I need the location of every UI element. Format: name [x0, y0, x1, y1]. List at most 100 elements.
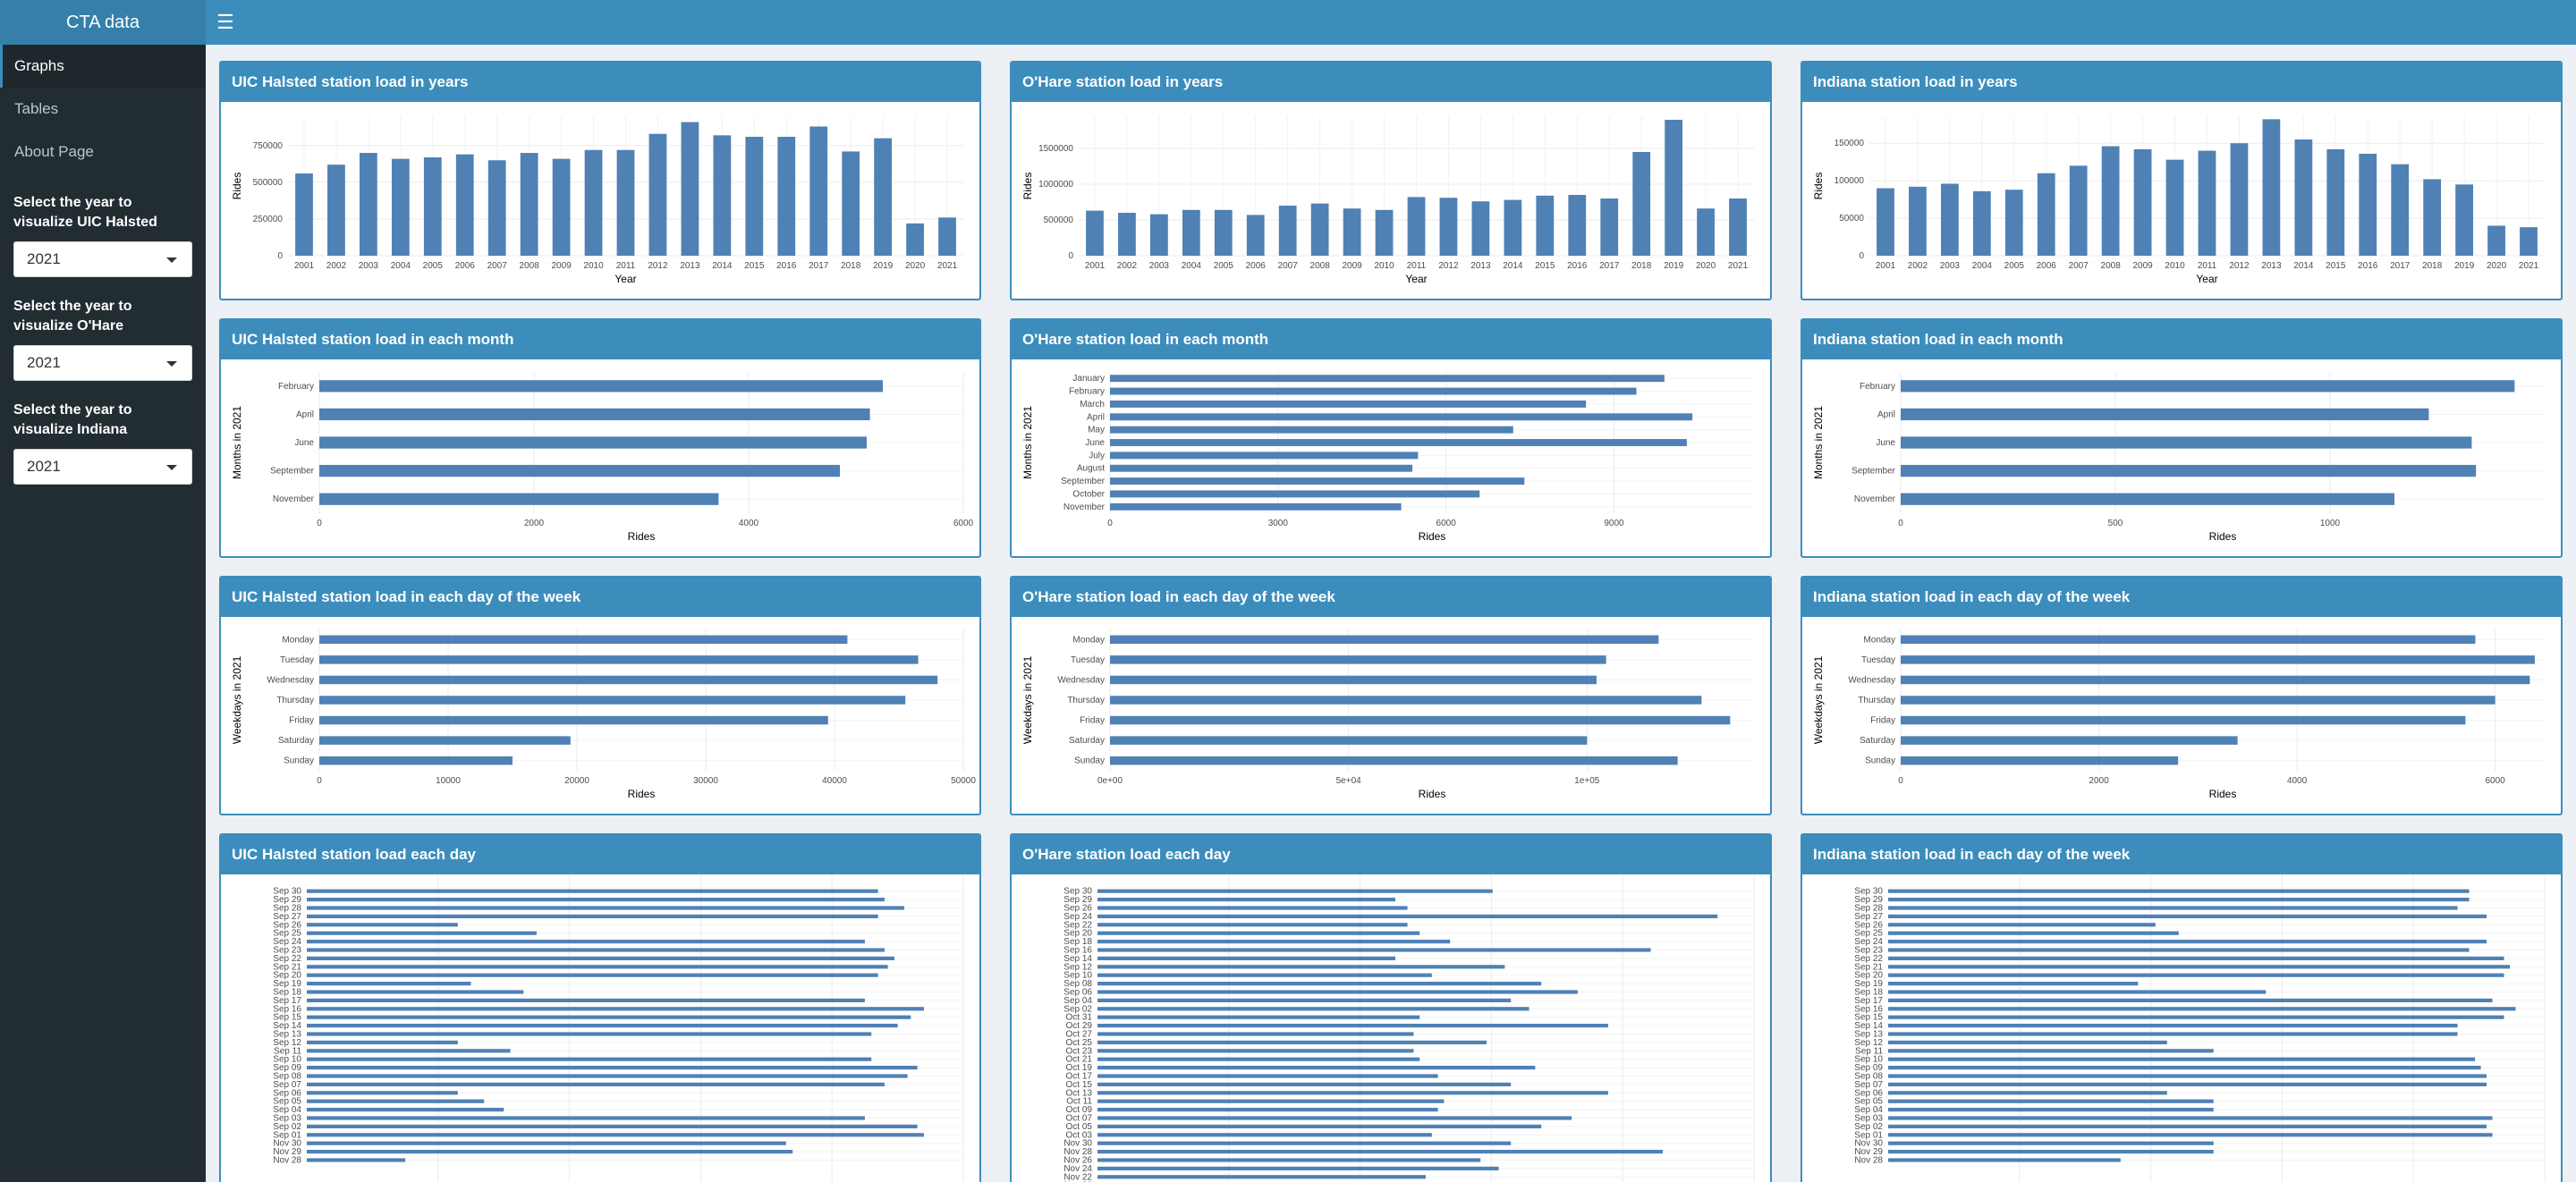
bar	[1097, 990, 1578, 994]
y-tick-label: Oct 05	[1066, 1122, 1093, 1132]
hamburger-icon[interactable]: ☰	[216, 11, 234, 33]
bar	[1972, 190, 1991, 256]
y-tick-label: Nov 28	[1063, 1147, 1092, 1157]
bar	[1877, 188, 1894, 256]
y-tick-label: Sep 30	[1063, 887, 1092, 897]
y-tick-label: 250000	[253, 215, 284, 224]
y-tick-label: Sep 19	[273, 979, 301, 989]
bar	[1940, 183, 1959, 256]
bar	[2198, 150, 2216, 256]
top-header: CTA data ☰	[0, 0, 2576, 45]
bar	[1439, 198, 1458, 256]
y-tick-label: Sep 30	[1854, 887, 1883, 897]
y-tick-label: Sep 16	[1063, 946, 1092, 956]
y-tick-label: Sep 14	[1854, 1021, 1883, 1031]
x-tick-label: 50000	[951, 776, 976, 786]
bar	[1901, 635, 2476, 645]
bar	[307, 1007, 924, 1011]
x-tick-label: 10000	[436, 776, 461, 786]
bar	[1888, 1133, 2493, 1137]
x-tick-label: 2017	[1599, 261, 1620, 271]
bar	[1888, 1124, 2487, 1128]
y-tick-label: Saturday	[1069, 736, 1105, 746]
bar	[307, 1082, 885, 1086]
y-tick-label: Sep 13	[1854, 1030, 1883, 1040]
x-tick-label: 5e+04	[1336, 776, 1362, 786]
year-select-indiana[interactable]: 2021	[13, 449, 192, 485]
bar	[1097, 1082, 1512, 1086]
x-tick-label: 2021	[1728, 261, 1749, 271]
bar	[520, 153, 538, 256]
y-tick-label: 0	[277, 251, 283, 261]
bar	[681, 122, 699, 256]
x-axis-label: Rides	[1419, 530, 1446, 543]
bar	[359, 153, 377, 256]
panel-ohare-years: O'Hare station load in years 0 500000 10000…	[1010, 61, 1772, 300]
y-tick-label: November	[273, 494, 315, 504]
y-tick-label: Monday	[1072, 635, 1105, 645]
y-tick-label: Sep 18	[1063, 937, 1092, 947]
caret-down-icon	[166, 361, 177, 367]
y-tick-label: Oct 25	[1066, 1038, 1093, 1048]
bar	[1097, 906, 1408, 910]
x-tick-label: 2018	[2422, 261, 2443, 271]
x-tick-label: 0e+00	[1097, 776, 1123, 786]
bar	[616, 149, 635, 256]
bar	[2133, 148, 2152, 256]
bar	[906, 223, 924, 256]
x-tick-label: 2016	[776, 261, 797, 271]
bar	[1097, 1133, 1432, 1137]
bar	[1110, 490, 1480, 498]
y-tick-label: Sep 22	[1854, 954, 1883, 964]
bar	[1888, 1116, 2493, 1120]
panel-indiana-months: Indiana station load in each month 0 500 10…	[1801, 318, 2563, 558]
app-logo-title[interactable]: CTA data	[0, 0, 206, 45]
y-tick-label: Sep 23	[273, 946, 301, 956]
y-tick-label: Wednesday	[1848, 675, 1895, 685]
x-tick-label: 2011	[1407, 261, 1427, 271]
y-tick-label: Nov 30	[1854, 1139, 1883, 1149]
x-axis-label: Rides	[628, 788, 656, 800]
bar	[295, 173, 313, 256]
sidebar-item-about[interactable]: About Page	[14, 143, 94, 160]
x-tick-label: 2000	[2089, 776, 2109, 786]
bar	[1888, 973, 2504, 977]
y-tick-label: Sep 12	[1854, 1038, 1883, 1048]
year-select-ohare[interactable]: 2021	[13, 345, 192, 381]
y-tick-label: 150000	[1835, 139, 1865, 148]
bar	[307, 940, 865, 944]
y-tick-label: Oct 17	[1066, 1072, 1093, 1082]
x-tick-label: 2005	[2004, 261, 2025, 271]
panel-uic-weekdays: UIC Halsted station load in each day of …	[219, 576, 981, 815]
bar	[1086, 210, 1104, 256]
bar	[1729, 198, 1747, 256]
y-tick-label: March	[1080, 400, 1105, 409]
bar	[307, 1150, 793, 1154]
chart-uic-months: 0 2000 4000 6000 February April June September N…	[231, 372, 974, 543]
bar	[2326, 148, 2345, 256]
panel-uic-months: UIC Halsted station load in each month 0 2…	[219, 318, 981, 558]
year-select-uic[interactable]: 2021	[13, 241, 192, 277]
bar	[2230, 143, 2249, 256]
y-tick-label: Sep 13	[273, 1030, 301, 1040]
chart-indiana-months: 0 500 1000 February April June September Novemb…	[1812, 372, 2545, 543]
y-tick-label: Sep 17	[273, 996, 301, 1006]
y-tick-label: Oct 19	[1066, 1063, 1093, 1073]
x-tick-label: 2002	[1908, 261, 1928, 271]
y-tick-label: Sunday	[1074, 756, 1105, 766]
y-tick-label: Monday	[282, 635, 314, 645]
bar	[307, 1124, 918, 1128]
bar	[1888, 940, 2487, 944]
bar	[391, 158, 410, 256]
bar	[1888, 1057, 2476, 1061]
bar	[1097, 889, 1493, 893]
y-tick-label: Sep 08	[1063, 979, 1092, 989]
bar	[307, 906, 904, 910]
bar	[307, 973, 878, 977]
sidebar-item-tables[interactable]: Tables	[14, 100, 59, 117]
sidebar-item-graphs[interactable]: Graphs	[0, 45, 206, 88]
x-tick-label: 2013	[680, 261, 700, 271]
bar	[455, 154, 474, 256]
